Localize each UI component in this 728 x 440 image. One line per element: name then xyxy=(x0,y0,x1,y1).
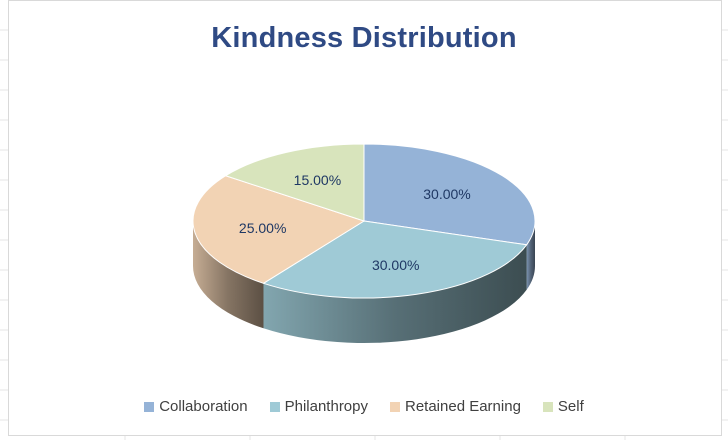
legend-swatch xyxy=(390,401,400,412)
data-label-philanthropy: 30.00% xyxy=(372,257,419,273)
chart-legend: Collaboration Philanthropy Retained Earnin… xyxy=(0,398,728,415)
legend-label: Philanthropy xyxy=(284,398,368,415)
pie-side-retained-earning xyxy=(193,221,264,329)
chart-title: Kindness Distribution xyxy=(211,22,517,54)
legend-swatch xyxy=(269,401,280,412)
pie-slice-retained-earning[interactable] xyxy=(192,175,366,284)
legend-item-retained-earning[interactable]: Retained Earning xyxy=(390,398,521,415)
legend-item-philanthropy[interactable]: Philanthropy xyxy=(269,398,368,415)
legend-swatch xyxy=(542,401,553,412)
legend-swatch xyxy=(144,401,155,412)
pie-side-philanthropy xyxy=(263,244,527,344)
data-label-collaboration: 30.00% xyxy=(423,186,470,202)
pie-slice-collaboration[interactable] xyxy=(363,143,536,246)
pie-slice-philanthropy[interactable] xyxy=(262,220,528,299)
legend-label: Collaboration xyxy=(159,398,248,415)
data-label-retained-earning: 25.00% xyxy=(239,220,286,236)
legend-label: Retained Earning xyxy=(405,398,521,415)
legend-item-collaboration[interactable]: Collaboration xyxy=(144,398,248,415)
legend-item-self[interactable]: Self xyxy=(542,398,584,415)
legend-label: Self xyxy=(557,398,584,415)
data-label-self: 15.00% xyxy=(294,172,341,188)
pie-slice-self[interactable] xyxy=(224,143,365,222)
pie-side-collaboration xyxy=(526,221,535,290)
